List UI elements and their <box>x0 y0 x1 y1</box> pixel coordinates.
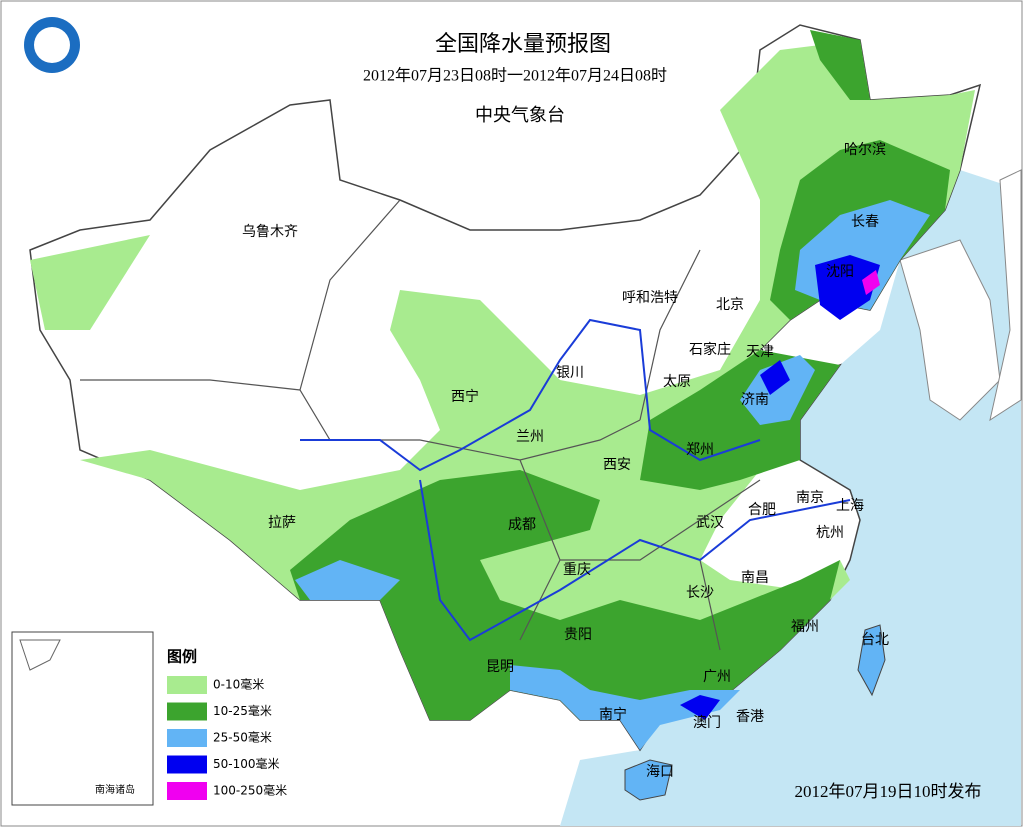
band <box>810 30 870 100</box>
city-label: 济南 <box>741 392 769 408</box>
japan <box>989 169 1022 422</box>
band <box>30 235 150 330</box>
city-label: 杭州 <box>816 525 844 541</box>
city-label: 海口 <box>646 764 674 780</box>
city-label: 沈阳 <box>826 264 854 280</box>
rivers <box>300 318 851 642</box>
band <box>510 665 740 750</box>
title: 全国降水量预报图 <box>435 32 611 57</box>
legend-label: 10-25毫米 <box>213 703 272 718</box>
city-label: 长沙 <box>686 585 714 601</box>
city-label: 太原 <box>663 374 691 390</box>
legend: 0-10毫米 10-25毫米 25-50毫米 50-100毫米 100-250毫米 <box>167 676 287 800</box>
legend-label: 100-250毫米 <box>213 783 287 798</box>
legend-label: 25-50毫米 <box>213 730 272 745</box>
city-label: 天津 <box>746 344 774 360</box>
legend-label: 0-10毫米 <box>213 677 264 692</box>
city-label: 西安 <box>603 457 631 473</box>
band <box>740 355 815 425</box>
period: 2012年07月23日08时一2012年07月24日08时 <box>363 67 667 85</box>
city-label: 石家庄 <box>689 341 731 358</box>
legend-swatch <box>167 782 207 800</box>
city-label: 乌鲁木齐 <box>242 224 298 240</box>
city-label: 上海 <box>836 498 864 514</box>
issued: 2012年07月19日10时发布 <box>795 782 982 801</box>
city-label: 银川 <box>556 365 584 381</box>
city-label: 昆明 <box>486 659 514 675</box>
city-label: 哈尔滨 <box>844 142 886 158</box>
city-label: 长春 <box>851 214 879 230</box>
city-label: 拉萨 <box>268 515 296 531</box>
city-label: 福州 <box>791 619 819 635</box>
band <box>80 40 975 720</box>
inset-label: 南海诸岛 <box>95 783 135 796</box>
city-label: 武汉 <box>696 515 724 531</box>
korea <box>899 239 1001 421</box>
city-label: 成都 <box>508 517 536 533</box>
city-label: 重庆 <box>563 562 591 578</box>
city-label: 合肥 <box>748 502 776 518</box>
band <box>862 270 880 295</box>
legend-swatch <box>167 702 207 721</box>
city-label: 香港 <box>736 709 764 725</box>
rain-bands <box>30 30 975 750</box>
city-label: 兰州 <box>516 429 544 445</box>
band <box>760 360 790 395</box>
band <box>290 470 840 720</box>
issuer: 中央气象台 <box>475 105 565 126</box>
city-label: 澳门 <box>693 715 721 731</box>
legend-swatch <box>167 755 207 774</box>
band <box>815 255 880 320</box>
city-label: 台北 <box>861 632 889 648</box>
band <box>295 560 400 600</box>
city-label: 广州 <box>703 669 731 685</box>
sea <box>560 170 1021 826</box>
inset-coast <box>19 639 61 671</box>
city-label: 呼和浩特 <box>622 290 678 306</box>
city-label: 南昌 <box>741 570 769 586</box>
province-borders <box>80 199 761 651</box>
legend-label: 50-100毫米 <box>213 756 280 771</box>
city-label: 西宁 <box>451 388 479 405</box>
taiwan <box>857 624 886 697</box>
band <box>680 695 720 720</box>
city-label: 郑州 <box>686 442 714 458</box>
legend-swatch <box>167 729 207 747</box>
logo <box>34 27 70 63</box>
city-label: 贵阳 <box>564 627 592 643</box>
city-label: 南京 <box>796 490 824 506</box>
hainan <box>624 759 673 801</box>
city-label: 北京 <box>716 297 744 313</box>
city-label: 南宁 <box>599 706 627 723</box>
legend-title: 图例 <box>167 648 197 666</box>
legend-swatch <box>167 676 207 694</box>
